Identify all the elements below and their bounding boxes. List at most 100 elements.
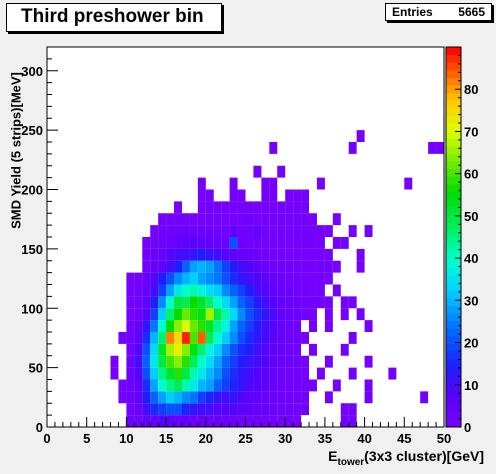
heatmap-cell [142, 308, 151, 321]
heatmap-cell [205, 391, 214, 404]
z-tick-label: 50 [464, 209, 478, 224]
heatmap-cell [221, 284, 230, 297]
heatmap-cell [237, 225, 246, 237]
heatmap-cell [166, 391, 175, 404]
heatmap-cell [348, 415, 357, 427]
heatmap-cell [237, 201, 246, 214]
heatmap-cell [189, 320, 198, 332]
heatmap-cell [316, 284, 325, 297]
heatmap-cell [269, 237, 278, 249]
palette-band [446, 183, 461, 192]
palette-band [446, 176, 461, 185]
heatmap-cell [293, 308, 302, 321]
heatmap-cell [189, 213, 198, 226]
heatmap-cell [213, 213, 222, 226]
heatmap-cell [197, 296, 206, 309]
heatmap-cell [221, 308, 230, 321]
heatmap-cell [229, 284, 238, 297]
heatmap-cell [197, 284, 206, 297]
heatmap-cell [150, 272, 159, 285]
heatmap-cell [229, 213, 238, 226]
heatmap-cell [293, 284, 302, 297]
heatmap-cell [277, 248, 286, 261]
heatmap-cell [189, 284, 198, 297]
heatmap-cell [364, 379, 373, 392]
heatmap-cell [229, 415, 238, 427]
heatmap-cell [166, 403, 175, 416]
heatmap-cell [189, 379, 198, 392]
heatmap-cell [293, 248, 302, 261]
y-tick-label: 100 [21, 301, 43, 316]
heatmap-cell [174, 237, 182, 249]
heatmap-cell [293, 189, 302, 202]
heatmap-cell [166, 237, 175, 249]
heatmap-cell [253, 225, 262, 237]
heatmap-cell [261, 355, 270, 368]
heatmap-cell [205, 379, 214, 392]
heatmap-cell [348, 332, 357, 344]
heatmap-cell [269, 320, 278, 332]
heatmap-cell [277, 260, 286, 273]
heatmap-cell [261, 379, 270, 392]
heatmap-cell [205, 201, 214, 214]
heatmap-cell [285, 272, 294, 285]
heatmap-cell [150, 237, 159, 249]
heatmap-cell [134, 391, 143, 404]
heatmap-cell [229, 343, 238, 356]
palette-band [446, 267, 461, 276]
z-tick-label: 70 [464, 124, 478, 139]
heatmap-cell [245, 367, 254, 380]
heatmap-cell [245, 379, 254, 392]
heatmap-cell [213, 237, 222, 249]
heatmap-cell [181, 308, 190, 321]
palette-band [446, 282, 461, 291]
heatmap-cell [205, 332, 214, 344]
heatmap-cell [269, 355, 278, 368]
z-tick-label: 40 [464, 251, 478, 266]
heatmap-cell [253, 248, 262, 261]
heatmap-cell [245, 415, 254, 427]
heatmap-cell [205, 237, 214, 249]
heatmap-cell [301, 403, 310, 416]
palette-band [446, 320, 461, 329]
heatmap-cell [134, 379, 143, 392]
heatmap-cell [229, 403, 238, 416]
palette-band [446, 168, 461, 177]
heatmap-cell [293, 296, 302, 309]
heatmap-cell [309, 320, 317, 332]
heatmap-cell [126, 343, 135, 356]
heatmap-cell [158, 403, 167, 416]
heatmap-cell [213, 379, 222, 392]
heatmap-cell [293, 272, 302, 285]
heatmap-cell [150, 332, 159, 344]
heatmap-cell [309, 308, 317, 321]
heatmap-cell [436, 142, 444, 154]
heatmap-cell [277, 296, 286, 309]
z-tick-label: 10 [464, 378, 478, 393]
heatmap-cell [158, 272, 167, 285]
heatmap-cell [174, 391, 182, 404]
heatmap-cell [150, 296, 159, 309]
heatmap-cell [205, 320, 214, 332]
heatmap-cell [229, 201, 238, 214]
heatmap-cell [316, 272, 325, 285]
heatmap-cell [213, 248, 222, 261]
heatmap-cell [245, 248, 254, 261]
heatmap-cell [253, 260, 262, 273]
heatmap-cell [301, 379, 310, 392]
heatmap-cell [174, 248, 182, 261]
heatmap-cell [293, 367, 302, 380]
z-tick-label: 80 [464, 82, 478, 97]
heatmap-cell [221, 248, 230, 261]
heatmap-cell [277, 332, 286, 344]
heatmap-cell [309, 284, 317, 297]
heatmap-cell [134, 320, 143, 332]
heatmap-cell [237, 415, 246, 427]
heatmap-cell [166, 415, 175, 427]
heatmap-cell [285, 379, 294, 392]
heatmap-cell [189, 225, 198, 237]
heatmap-cell [269, 213, 278, 226]
heatmap-cell [316, 237, 325, 249]
heatmap-cell [181, 343, 190, 356]
palette-band [446, 47, 461, 56]
